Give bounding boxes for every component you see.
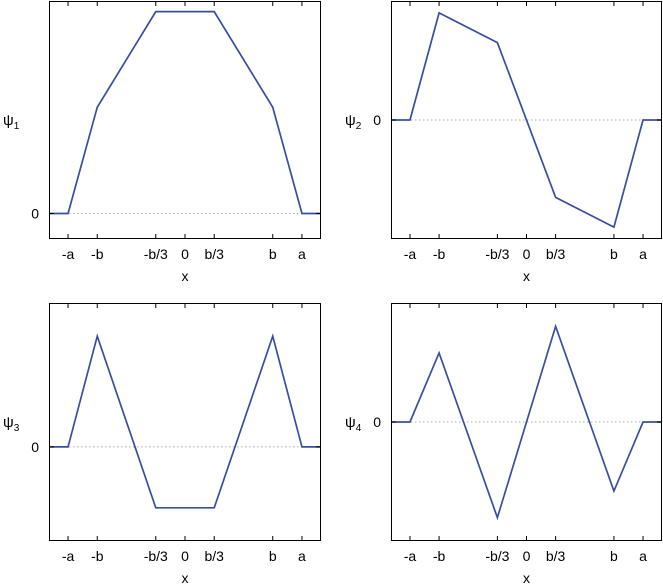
y-axis-label: ψ3 [3,414,20,434]
wavefunction-curve [391,323,662,521]
x-tick-label: a [298,548,306,564]
x-tick-label: -b/3 [485,548,509,564]
x-tick-label: 0 [181,548,189,564]
x-tick-label: -b [91,246,104,262]
x-tick-label: b [610,548,618,564]
y-axis-label: ψ4 [345,414,362,434]
x-tick-label: b [269,548,277,564]
x-axis-label: x [182,570,189,585]
plot-panel-3: -a -b -b/3 0 b/3 b a 0 x ψ3 [3,303,321,585]
x-tick-label: b/3 [204,246,224,262]
x-tick-label: b/3 [546,548,566,564]
x-tick-label: a [298,246,306,262]
x-tick-label: -b [433,548,446,564]
y-axis-label-symbol: ψ [345,112,356,129]
plot-panel-4: -a -b -b/3 0 b/3 b a 0 x ψ4 [345,303,662,585]
y-tick-label: 0 [373,414,381,430]
y-axis-label-symbol: ψ [345,414,356,431]
x-tick-label: b [610,246,618,262]
y-axis-label-subscript: 4 [356,423,362,434]
x-tick-label: -b/3 [144,246,168,262]
x-tick-label: b/3 [204,548,224,564]
plot-frame [49,303,321,541]
x-tick-label: -a [404,548,417,564]
y-axis-label: ψ1 [3,112,20,132]
x-tick-label: b [269,246,277,262]
x-tick-label: b/3 [546,246,566,262]
x-tick-label: 0 [523,246,531,262]
plot-panel-2: -a -b -b/3 0 b/3 b a 0 x ψ2 [345,1,662,284]
x-tick-label: -b/3 [485,246,509,262]
wavefunction-curve [49,10,321,215]
wavefunction-curve [49,333,321,509]
x-tick-label: a [639,548,647,564]
x-tick-label: -a [62,548,75,564]
y-axis-label-subscript: 1 [14,121,20,132]
y-axis-label-subscript: 3 [14,423,20,434]
x-axis-label: x [523,268,530,284]
y-axis-label-symbol: ψ [3,414,14,431]
y-axis-label-symbol: ψ [3,112,14,129]
x-tick-label: 0 [181,246,189,262]
y-axis-label-subscript: 2 [356,121,362,132]
x-tick-label: -a [404,246,417,262]
y-tick-label: 0 [373,112,381,128]
x-tick-label: -a [62,246,75,262]
x-axis-label: x [182,268,189,284]
x-tick-label: 0 [523,548,531,564]
y-tick-label: 0 [31,206,39,222]
y-tick-label: 0 [31,439,39,455]
wavefunction-curve [391,11,662,229]
y-axis-label: ψ2 [345,112,362,132]
plot-frame [49,1,321,239]
x-axis-label: x [523,570,530,585]
x-tick-label: -b [91,548,104,564]
x-tick-label: -b/3 [144,548,168,564]
x-tick-label: -b [433,246,446,262]
x-tick-label: a [639,246,647,262]
plot-panel-1: -a -b -b/3 0 b/3 b a 0 x ψ1 [3,1,321,284]
